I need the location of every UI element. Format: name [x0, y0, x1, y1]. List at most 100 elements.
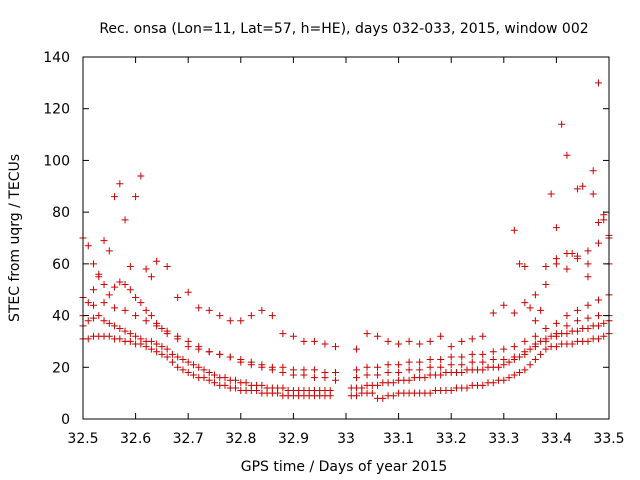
data-point — [426, 337, 434, 345]
data-point — [147, 312, 155, 320]
data-point — [226, 353, 234, 361]
data-point — [537, 306, 545, 314]
data-point — [489, 379, 497, 387]
data-point — [437, 371, 445, 379]
data-point — [142, 306, 150, 314]
data-point — [395, 361, 403, 369]
data-point — [105, 247, 113, 255]
data-point — [573, 327, 581, 335]
data-point — [584, 314, 592, 322]
data-point — [95, 312, 103, 320]
data-point — [552, 224, 560, 232]
data-point — [184, 358, 192, 366]
data-point — [205, 376, 213, 384]
data-point — [111, 283, 119, 291]
x-tick-label: 33.4 — [541, 431, 572, 447]
data-point — [258, 381, 266, 389]
data-point — [516, 260, 524, 268]
data-point — [126, 337, 134, 345]
data-point — [531, 317, 539, 325]
data-point — [90, 260, 98, 268]
data-point — [153, 348, 161, 356]
data-points — [79, 79, 613, 402]
data-point — [126, 286, 134, 294]
data-point — [232, 376, 240, 384]
y-tick-label: 20 — [52, 360, 70, 376]
data-point — [489, 348, 497, 356]
y-tick-label: 60 — [52, 257, 70, 273]
data-point — [479, 350, 487, 358]
data-point — [111, 304, 119, 312]
data-point — [132, 193, 140, 201]
data-point — [132, 332, 140, 340]
data-point — [363, 371, 371, 379]
data-point — [526, 361, 534, 369]
y-axis: 0 20 40 60 80 100 120 140 — [43, 50, 609, 428]
data-point — [247, 358, 255, 366]
data-point — [458, 368, 466, 376]
data-point — [542, 325, 550, 332]
data-point — [232, 384, 240, 392]
data-point — [374, 371, 382, 379]
data-point — [268, 363, 276, 371]
data-point — [121, 306, 129, 314]
data-point — [416, 340, 424, 348]
data-point — [594, 296, 602, 304]
data-point — [174, 363, 182, 371]
data-point — [384, 337, 392, 345]
data-point — [542, 281, 550, 289]
data-point — [211, 379, 218, 387]
data-point — [111, 193, 119, 201]
data-point — [174, 335, 182, 343]
data-point — [221, 381, 229, 389]
data-point — [147, 337, 155, 345]
data-point — [563, 312, 571, 320]
data-point — [216, 350, 224, 358]
data-point — [531, 343, 539, 351]
data-point — [279, 330, 287, 338]
data-point — [584, 273, 592, 281]
data-point — [594, 218, 602, 226]
data-point — [116, 335, 124, 343]
data-point — [389, 392, 397, 400]
data-point — [437, 332, 445, 340]
data-point — [374, 332, 382, 340]
data-point — [300, 366, 308, 374]
data-point — [405, 366, 413, 374]
data-point — [258, 306, 266, 314]
data-point — [521, 337, 529, 345]
data-point — [100, 237, 108, 245]
data-point — [479, 381, 487, 389]
data-point — [205, 368, 213, 376]
data-point — [247, 312, 255, 320]
data-point — [158, 350, 166, 358]
data-point — [447, 343, 455, 351]
data-point — [105, 332, 113, 340]
data-point — [563, 322, 571, 330]
data-point — [500, 356, 508, 364]
data-point — [495, 363, 503, 371]
data-point — [111, 322, 119, 330]
data-point — [121, 327, 129, 335]
data-point — [321, 340, 329, 348]
data-point — [384, 361, 392, 369]
data-point — [137, 299, 145, 307]
data-point — [510, 309, 518, 317]
data-point — [395, 368, 403, 376]
data-point — [531, 332, 539, 340]
data-point — [211, 371, 218, 379]
data-point — [153, 257, 161, 265]
data-point — [195, 345, 203, 353]
data-point — [142, 265, 150, 273]
x-tick-label: 33.1 — [383, 431, 414, 447]
data-point — [437, 356, 445, 364]
data-point — [594, 322, 602, 330]
data-point — [579, 182, 587, 190]
data-point — [458, 353, 466, 361]
data-point — [90, 314, 98, 322]
data-point — [547, 190, 555, 198]
data-point — [353, 366, 361, 374]
data-point — [174, 353, 182, 361]
data-point — [132, 293, 140, 301]
data-point — [90, 286, 98, 294]
